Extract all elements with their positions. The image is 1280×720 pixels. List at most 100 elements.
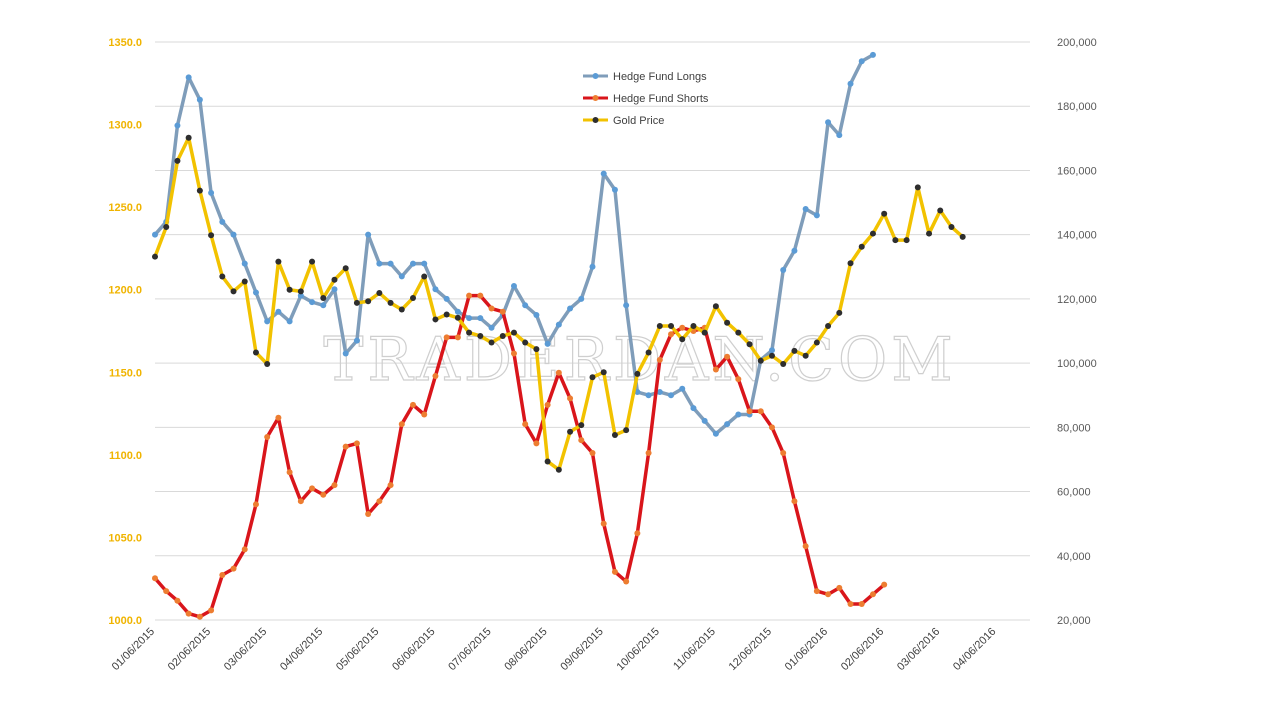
left-axis-tick-label: 1100.0	[109, 450, 142, 462]
gold-price-point	[275, 258, 282, 265]
gold-price-point	[342, 265, 349, 272]
hedge-fund-shorts-line	[153, 293, 886, 619]
gold-price-point	[623, 427, 630, 434]
gold-price-point	[768, 352, 775, 359]
hedge-fund-longs-point	[432, 286, 439, 293]
x-axis-tick-label: 01/06/2016	[783, 626, 830, 673]
hedge-fund-longs-point	[578, 295, 585, 302]
gold-price-point	[241, 278, 248, 285]
hedge-fund-shorts-point	[589, 450, 596, 457]
gold-price-point	[567, 428, 574, 435]
gold-price-point	[230, 288, 237, 295]
left-axis: 1000.0 1050.0 1100.0 1150.0 1200.0 1250.0 1300…	[108, 37, 142, 627]
hedge-fund-longs-point	[869, 51, 876, 58]
hedge-fund-shorts-point	[533, 440, 540, 447]
hedge-fund-longs-point	[488, 324, 495, 331]
gold-price-point	[679, 336, 686, 343]
gold-price-point	[690, 323, 697, 330]
right-axis-tick-label: 120,000	[1057, 294, 1097, 306]
gold-price-point	[926, 230, 933, 237]
x-axis-tick-label: 02/06/2016	[839, 626, 886, 673]
left-axis-tick-label: 1200.0	[108, 285, 142, 297]
gold-price-point	[152, 253, 158, 260]
gold-price-point	[421, 273, 428, 280]
x-axis-tick-label: 04/06/2015	[278, 626, 325, 673]
hedge-fund-longs-point	[443, 295, 450, 302]
hedge-fund-longs-point	[690, 405, 697, 412]
right-axis-tick-label: 140,000	[1057, 230, 1097, 242]
hedge-fund-longs-point	[522, 302, 529, 309]
gold-price-point	[376, 290, 383, 297]
gold-price-point	[802, 352, 809, 359]
gold-price-point	[477, 332, 484, 339]
hedge-fund-longs-point	[712, 430, 719, 437]
hedge-fund-longs-point	[275, 308, 282, 315]
gold-price-point	[264, 361, 271, 368]
x-axis-tick-label: 01/06/2015	[110, 626, 157, 673]
x-axis: 01/06/2015 02/06/2015 03/06/2015 04/06/2015…	[110, 626, 999, 673]
hedge-fund-shorts-point	[802, 543, 809, 550]
hedge-fund-shorts-point	[252, 501, 259, 508]
gold-price-point	[645, 349, 652, 356]
hedge-fund-shorts-point	[656, 356, 663, 363]
hedge-fund-longs-point	[174, 122, 181, 129]
x-axis-tick-label: 02/06/2015	[166, 626, 213, 673]
hedge-fund-shorts-point	[432, 372, 439, 379]
gold-price-point	[522, 339, 529, 346]
gold-price-point	[499, 332, 506, 339]
gold-price-point	[791, 347, 798, 354]
legend-item-hedge-fund-shorts: Hedge Fund Shorts	[583, 93, 709, 105]
right-axis-tick-label: 40,000	[1057, 551, 1091, 563]
hedge-fund-longs-point	[611, 186, 618, 193]
x-axis-tick-label: 12/06/2015	[727, 626, 774, 673]
legend-item-gold-price: Gold Price	[583, 115, 664, 127]
right-axis-tick-label: 180,000	[1057, 101, 1097, 113]
gold-price-point	[735, 329, 742, 336]
hedge-fund-shorts-point	[365, 511, 372, 518]
gold-price-point	[196, 187, 203, 194]
gold-price-point	[454, 314, 461, 321]
hedge-fund-shorts-point	[320, 491, 327, 498]
hedge-fund-shorts-point	[421, 411, 428, 418]
legend-swatch-marker	[592, 117, 599, 123]
hedge-fund-shorts-point	[275, 414, 282, 421]
gold-price-point	[466, 329, 473, 336]
gold-price-point	[398, 306, 405, 313]
hedge-fund-shorts-point	[881, 581, 888, 588]
x-axis-tick-label: 05/06/2015	[334, 626, 381, 673]
gold-price-point	[881, 210, 888, 217]
x-axis-tick-label: 06/06/2015	[390, 626, 437, 673]
gold-price-point	[903, 237, 910, 244]
hedge-fund-shorts-point	[555, 369, 562, 376]
hedge-fund-shorts-point	[645, 450, 652, 457]
gold-price-point	[174, 157, 181, 164]
hedge-fund-shorts-point	[466, 292, 473, 299]
gold-price-point	[836, 309, 843, 316]
gold-price-point	[780, 361, 787, 368]
gold-price-point	[869, 230, 876, 237]
left-axis-tick-label: 1000.0	[108, 615, 142, 627]
hedge-fund-longs-point	[252, 289, 259, 296]
hedge-fund-longs-point	[813, 212, 820, 219]
hedge-fund-shorts-point	[847, 600, 854, 607]
hedge-fund-shorts-point	[163, 588, 170, 595]
hedge-fund-longs-point	[376, 260, 383, 267]
gold-price-point	[611, 432, 618, 439]
hedge-fund-shorts-point	[510, 350, 517, 357]
hedge-fund-shorts-point	[185, 610, 192, 617]
gold-price-point	[185, 134, 192, 141]
hedge-fund-shorts-point	[791, 498, 798, 505]
hedge-fund-longs-point	[398, 273, 405, 280]
gold-price-point	[331, 276, 338, 283]
hedge-fund-longs-point	[825, 119, 832, 126]
gold-price-point	[365, 298, 372, 305]
hedge-fund-longs-point	[331, 286, 338, 293]
right-axis-tick-label: 60,000	[1057, 487, 1091, 499]
hedge-fund-longs-series	[152, 51, 876, 437]
hedge-fund-shorts-point	[387, 482, 394, 489]
hedge-fund-longs-point	[802, 205, 809, 212]
gold-price-point	[578, 422, 585, 429]
right-axis-tick-label: 100,000	[1057, 358, 1097, 370]
hedge-fund-longs-point	[208, 189, 215, 196]
